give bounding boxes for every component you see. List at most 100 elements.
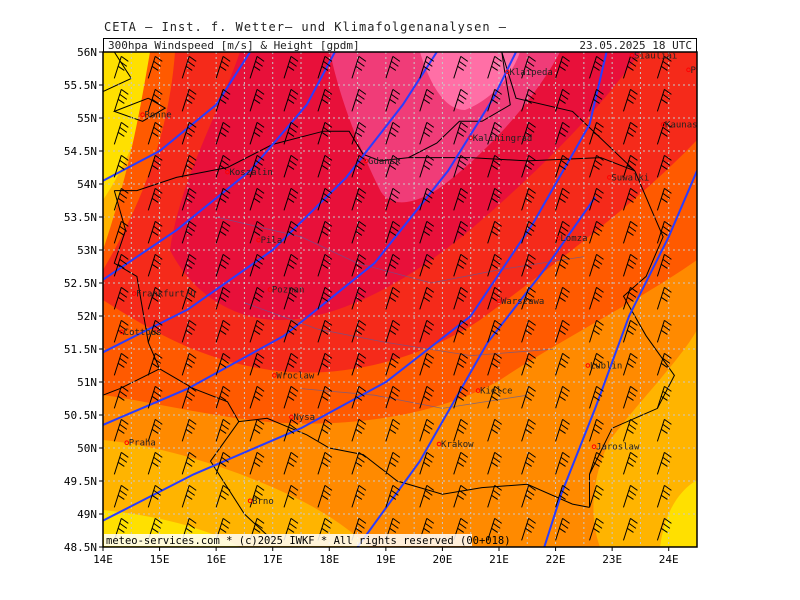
- wind-barb: [385, 352, 401, 376]
- wind-barb: [622, 319, 638, 343]
- city-label: Ronne: [145, 111, 172, 121]
- city-label: Wroclaw: [276, 371, 315, 381]
- wind-barb: [521, 121, 536, 145]
- map-header: 300hpa Windspeed [m/s] & Height [gpdm] 2…: [103, 38, 697, 52]
- wind-barb: [147, 385, 163, 409]
- wind-barb: [317, 121, 333, 145]
- wind-barb: [385, 418, 401, 442]
- lat-tick-label: 54N: [77, 178, 97, 191]
- border-line: [209, 421, 274, 541]
- city-marker: [289, 414, 294, 420]
- band-20-30-sw: [103, 440, 370, 547]
- height-contour: [103, 52, 336, 281]
- wind-barb: [181, 484, 197, 508]
- wind-barb: [249, 319, 265, 343]
- wind-barb: [656, 187, 672, 211]
- city-marker: [256, 237, 261, 243]
- wind-barb: [147, 418, 163, 442]
- wind-barb: [419, 352, 435, 376]
- lon-tick-label: 18E: [319, 553, 339, 566]
- lat-tick-label: 51.5N: [64, 343, 97, 356]
- wind-barb: [249, 286, 265, 310]
- wind-barb: [555, 484, 570, 508]
- wind-barb: [147, 517, 163, 541]
- city-marker: [363, 158, 369, 164]
- city-marker: [505, 69, 510, 75]
- wind-barb: [487, 352, 502, 376]
- wind-barb: [181, 286, 197, 310]
- wind-barb: [589, 418, 604, 442]
- wind-barb: [317, 88, 333, 112]
- wind-barb: [589, 220, 604, 244]
- city-marker: [591, 444, 597, 449]
- wind-barb: [385, 451, 401, 475]
- city-label: Lomza: [560, 234, 587, 244]
- wind-barb: [656, 484, 672, 508]
- wind-barb: [555, 253, 570, 277]
- city-label: Siauliai: [634, 51, 677, 61]
- wind-barb: [622, 121, 638, 145]
- wind-barb: [453, 352, 469, 376]
- wind-barb: [181, 451, 197, 475]
- wind-barb: [113, 286, 129, 310]
- wind-barb: [453, 187, 469, 211]
- wind-barb: [215, 352, 231, 376]
- wind-barb: [385, 121, 401, 145]
- lat-tick-label: 56N: [77, 46, 97, 59]
- city-marker: [131, 291, 137, 296]
- wind-barb: [317, 253, 333, 277]
- city-marker: [124, 440, 130, 446]
- datetime-label: 23.05.2025 18 UTC: [579, 39, 692, 52]
- lat-tick-label: 54.5N: [64, 145, 97, 158]
- wind-barb: [419, 451, 435, 475]
- wind-barb: [589, 484, 604, 508]
- wind-barb: [521, 319, 536, 343]
- wind-barb: [385, 286, 401, 310]
- city-marker: [272, 373, 277, 378]
- wind-barb: [351, 319, 367, 343]
- wind-barb: [555, 220, 570, 244]
- wind-barb: [622, 220, 638, 244]
- wind-barb: [622, 253, 638, 277]
- wind-barb: [147, 352, 163, 376]
- wind-barb: [419, 187, 435, 211]
- wind-barb: [113, 319, 129, 343]
- city-label: Klaipeda: [509, 68, 552, 78]
- wind-barb: [453, 418, 469, 442]
- wind-barb: [589, 154, 604, 178]
- city-marker: [475, 388, 481, 393]
- wind-barb: [215, 451, 231, 475]
- wind-barb: [249, 220, 265, 244]
- wind-barb: [249, 484, 265, 508]
- wind-barb: [147, 55, 163, 79]
- wind-barb: [589, 517, 604, 541]
- city-marker: [556, 235, 561, 241]
- wind-barb: [589, 55, 604, 79]
- wind-barb: [351, 88, 367, 112]
- wind-barb: [317, 451, 333, 475]
- wind-barb: [555, 319, 570, 343]
- lat-tick-label: 50N: [77, 442, 97, 455]
- lat-tick-label: 51N: [77, 376, 97, 389]
- wind-barb: [113, 55, 129, 79]
- lon-tick-label: 21E: [489, 553, 509, 566]
- wind-barb: [147, 154, 163, 178]
- lat-tick-label: 53N: [77, 244, 97, 257]
- wind-barb: [215, 187, 231, 211]
- wind-barb: [283, 352, 299, 376]
- lat-tick-label: 50.5N: [64, 409, 97, 422]
- wind-barb: [656, 418, 672, 442]
- wind-barb: [283, 187, 299, 211]
- wind-barb: [113, 352, 129, 376]
- footer-bg: [104, 534, 472, 546]
- lon-tick-label: 15E: [150, 553, 170, 566]
- city-label: Brno: [252, 497, 274, 507]
- wind-barb: [215, 220, 231, 244]
- wind-barb: [521, 451, 536, 475]
- wind-barb: [555, 154, 570, 178]
- wind-barb: [589, 352, 604, 376]
- wind-barb: [453, 385, 469, 409]
- height-contour: [103, 52, 438, 354]
- wind-barb: [113, 220, 129, 244]
- city-marker: [496, 298, 502, 304]
